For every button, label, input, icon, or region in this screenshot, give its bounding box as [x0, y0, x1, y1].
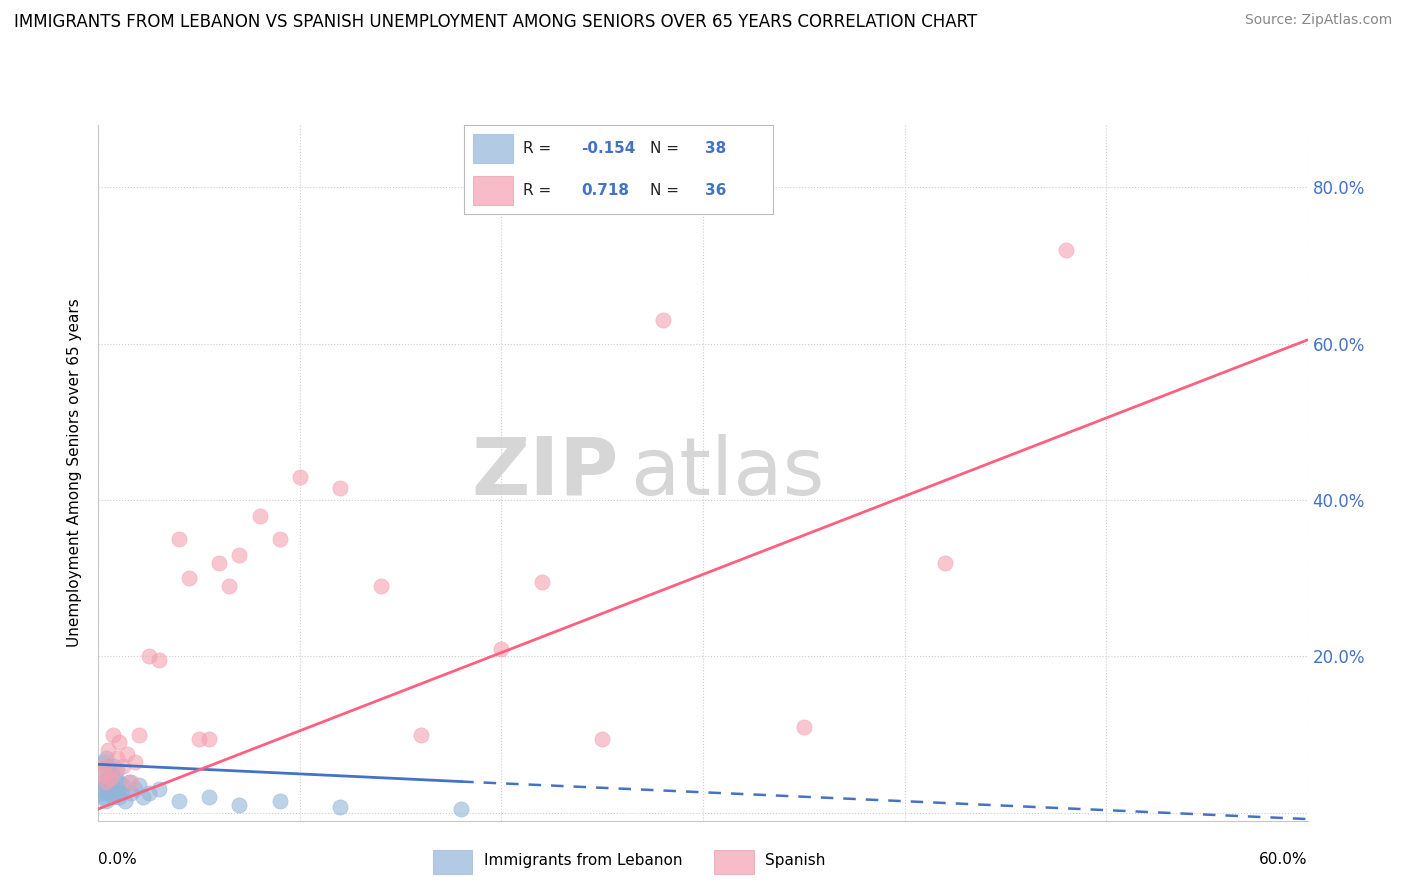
Point: [97, 786, 120, 800]
Point: [138, 649, 160, 664]
Point: [105, 782, 128, 797]
Point: [93, 759, 115, 773]
Text: 0.0%: 0.0%: [98, 852, 138, 867]
Point: [148, 782, 170, 797]
Point: [208, 556, 231, 570]
Point: [167, 794, 190, 808]
Point: [93, 790, 115, 805]
Text: N =: N =: [650, 183, 679, 198]
Point: [167, 532, 190, 546]
Point: [107, 774, 129, 789]
Point: [96, 794, 118, 808]
Point: [107, 790, 129, 805]
Point: [1054, 243, 1077, 257]
Point: [107, 735, 129, 749]
Text: 0.718: 0.718: [582, 183, 630, 198]
Text: ZIP: ZIP: [471, 434, 619, 512]
Point: [329, 482, 352, 496]
Bar: [474, 134, 513, 163]
Text: R =: R =: [523, 183, 551, 198]
Point: [591, 731, 613, 746]
Point: [934, 556, 956, 570]
Text: N =: N =: [650, 141, 679, 156]
Point: [198, 731, 221, 746]
Point: [450, 802, 472, 816]
Point: [100, 782, 122, 797]
Point: [105, 763, 128, 777]
Point: [651, 313, 673, 327]
Point: [228, 797, 250, 812]
Point: [124, 755, 146, 769]
Point: [91, 766, 114, 780]
Point: [97, 771, 120, 785]
Point: [148, 653, 170, 667]
Point: [228, 548, 250, 562]
Point: [269, 794, 291, 808]
Point: [118, 774, 141, 789]
Text: atlas: atlas: [630, 434, 825, 512]
Point: [128, 728, 150, 742]
Point: [97, 743, 120, 757]
Point: [409, 728, 432, 742]
Point: [218, 579, 240, 593]
Text: Immigrants from Lebanon: Immigrants from Lebanon: [484, 854, 682, 868]
Text: Source: ZipAtlas.com: Source: ZipAtlas.com: [1244, 13, 1392, 28]
Bar: [714, 849, 754, 874]
Point: [120, 774, 142, 789]
Point: [132, 790, 155, 805]
Point: [249, 508, 271, 523]
Point: [115, 747, 138, 762]
Bar: [433, 849, 472, 874]
Point: [793, 720, 815, 734]
Point: [329, 799, 352, 814]
Point: [188, 731, 211, 746]
Text: R =: R =: [523, 141, 551, 156]
Point: [105, 751, 128, 765]
Point: [110, 786, 132, 800]
Point: [138, 786, 160, 800]
Point: [100, 766, 122, 780]
Point: [93, 755, 115, 769]
Point: [103, 771, 125, 785]
Point: [120, 786, 142, 800]
Text: IMMIGRANTS FROM LEBANON VS SPANISH UNEMPLOYMENT AMONG SENIORS OVER 65 YEARS CORR: IMMIGRANTS FROM LEBANON VS SPANISH UNEMP…: [14, 13, 977, 31]
Point: [179, 571, 201, 585]
Point: [101, 728, 124, 742]
Text: 38: 38: [706, 141, 727, 156]
Text: 36: 36: [706, 183, 727, 198]
Point: [111, 779, 134, 793]
Point: [103, 786, 125, 800]
Point: [101, 759, 124, 773]
Point: [128, 779, 150, 793]
Point: [530, 575, 553, 590]
Point: [288, 469, 311, 483]
Point: [114, 794, 136, 808]
Bar: [474, 176, 513, 205]
Point: [124, 782, 146, 797]
Point: [198, 790, 221, 805]
Point: [96, 774, 118, 789]
Point: [96, 751, 118, 765]
Text: 60.0%: 60.0%: [1260, 852, 1308, 867]
Point: [97, 759, 120, 773]
Point: [103, 763, 125, 777]
Point: [91, 786, 114, 800]
Point: [100, 771, 122, 785]
Point: [370, 579, 392, 593]
Point: [96, 779, 118, 793]
Point: [111, 759, 134, 773]
Text: Spanish: Spanish: [765, 854, 825, 868]
Point: [93, 774, 115, 789]
Point: [91, 763, 114, 777]
Point: [101, 790, 124, 805]
Point: [89, 782, 111, 797]
Y-axis label: Unemployment Among Seniors over 65 years: Unemployment Among Seniors over 65 years: [67, 299, 83, 647]
Point: [269, 532, 291, 546]
Text: -0.154: -0.154: [582, 141, 636, 156]
Point: [491, 641, 513, 656]
